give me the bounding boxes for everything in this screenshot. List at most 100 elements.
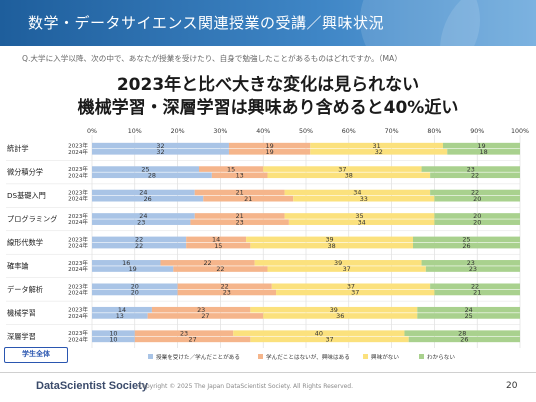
data-label: 21: [473, 289, 481, 297]
year-label: 2024年: [68, 265, 88, 273]
bar-segment: [211, 172, 268, 179]
year-label: 2023年: [68, 306, 88, 314]
bar-segment: [276, 289, 435, 296]
bar-segment: [404, 330, 520, 336]
year-label: 2023年: [68, 282, 88, 290]
bar-segment: [199, 166, 264, 172]
bar-segment: [134, 336, 251, 343]
bar-segment: [190, 219, 289, 225]
bar-segment: [228, 142, 311, 149]
data-label: 22: [471, 282, 479, 290]
page-title: 数学・データサイエンス関連授業の受講／興味状況: [28, 14, 385, 32]
category-label: 確率論: [7, 261, 29, 270]
bar-segment: [250, 306, 418, 313]
x-tick-label: 30%: [213, 128, 227, 135]
year-label: 2023年: [68, 189, 88, 197]
x-tick-label: 60%: [342, 128, 356, 135]
data-label: 24: [139, 189, 147, 197]
year-label: 2023年: [68, 212, 88, 220]
bar-segment: [194, 189, 285, 196]
data-label: 20: [473, 218, 481, 226]
bar-segment: [228, 149, 311, 155]
data-label: 39: [330, 306, 338, 314]
data-label: 33: [360, 195, 368, 203]
year-label: 2024年: [68, 242, 88, 250]
bar-segment: [434, 219, 520, 225]
data-label: 23: [467, 259, 475, 267]
legend-label: 授業を受けた／学んだことがある: [156, 353, 240, 361]
data-label: 22: [135, 236, 143, 244]
data-label: 38: [328, 242, 336, 250]
bar-segment: [92, 260, 161, 266]
data-label: 39: [334, 259, 342, 267]
data-label: 21: [236, 212, 244, 220]
data-label: 22: [135, 242, 143, 250]
bar-segment: [271, 283, 431, 290]
legend-swatch: [363, 354, 368, 359]
category-label: 機械学習: [7, 308, 36, 317]
bar-segment: [267, 172, 431, 179]
bar-segment: [447, 149, 520, 155]
data-label: 24: [139, 212, 147, 220]
bar-segment: [413, 242, 520, 249]
data-label: 13: [236, 171, 244, 179]
data-label: 22: [471, 189, 479, 197]
data-label: 23: [467, 165, 475, 173]
bar-segment: [434, 195, 520, 202]
bar-segment: [92, 149, 229, 155]
bar-segment: [434, 213, 520, 219]
legend-label: わからない: [427, 354, 455, 361]
data-label: 20: [131, 282, 139, 290]
data-label: 20: [131, 289, 139, 297]
bar-segment: [92, 166, 199, 172]
data-label: 10: [109, 336, 117, 344]
year-label: 2024年: [68, 171, 88, 179]
bar-segment: [92, 266, 174, 272]
data-label: 22: [203, 259, 211, 267]
data-label: 37: [338, 165, 346, 173]
data-label: 22: [216, 265, 224, 273]
bar-segment: [92, 242, 187, 249]
bar-segment: [442, 142, 520, 149]
headline-line-2: 機械学習・深層学習は興味あり含めると40%近い: [77, 98, 459, 118]
bar-segment: [408, 336, 520, 343]
year-label: 2023年: [68, 165, 88, 173]
bar-segment: [92, 219, 191, 225]
bar-segment: [421, 166, 520, 172]
data-label: 25: [465, 312, 473, 320]
bar-segment: [250, 242, 413, 249]
data-label: 15: [214, 242, 222, 250]
bar-segment: [92, 283, 178, 290]
bar-segment: [263, 166, 422, 172]
bar-segment: [177, 289, 277, 296]
bar-segment: [147, 313, 264, 319]
bar-segment: [160, 260, 255, 266]
year-label: 2023年: [68, 142, 88, 150]
category-label: 統計学: [7, 144, 29, 153]
bar-segment: [293, 195, 435, 202]
header-decoration: [440, 0, 536, 46]
bar-segment: [288, 219, 435, 225]
data-label: 27: [201, 312, 209, 320]
bar-segment: [417, 306, 520, 313]
data-label: 14: [118, 306, 126, 314]
data-label: 22: [471, 171, 479, 179]
bar-segment: [173, 266, 268, 272]
bar-segment: [92, 189, 195, 196]
data-label: 23: [223, 289, 231, 297]
data-label: 23: [197, 306, 205, 314]
bar-segment: [151, 306, 251, 313]
bar-segment: [254, 260, 422, 266]
category-label: 深層学習: [7, 332, 36, 341]
bar-segment: [186, 236, 247, 243]
data-label: 28: [148, 171, 156, 179]
data-label: 23: [180, 329, 188, 337]
bar-segment: [434, 289, 520, 296]
x-tick-label: 0%: [87, 128, 97, 135]
bar-segment: [186, 242, 251, 249]
bar-segment: [92, 330, 135, 336]
data-label: 26: [462, 242, 470, 250]
data-label: 19: [477, 142, 485, 150]
data-label: 20: [473, 212, 481, 220]
